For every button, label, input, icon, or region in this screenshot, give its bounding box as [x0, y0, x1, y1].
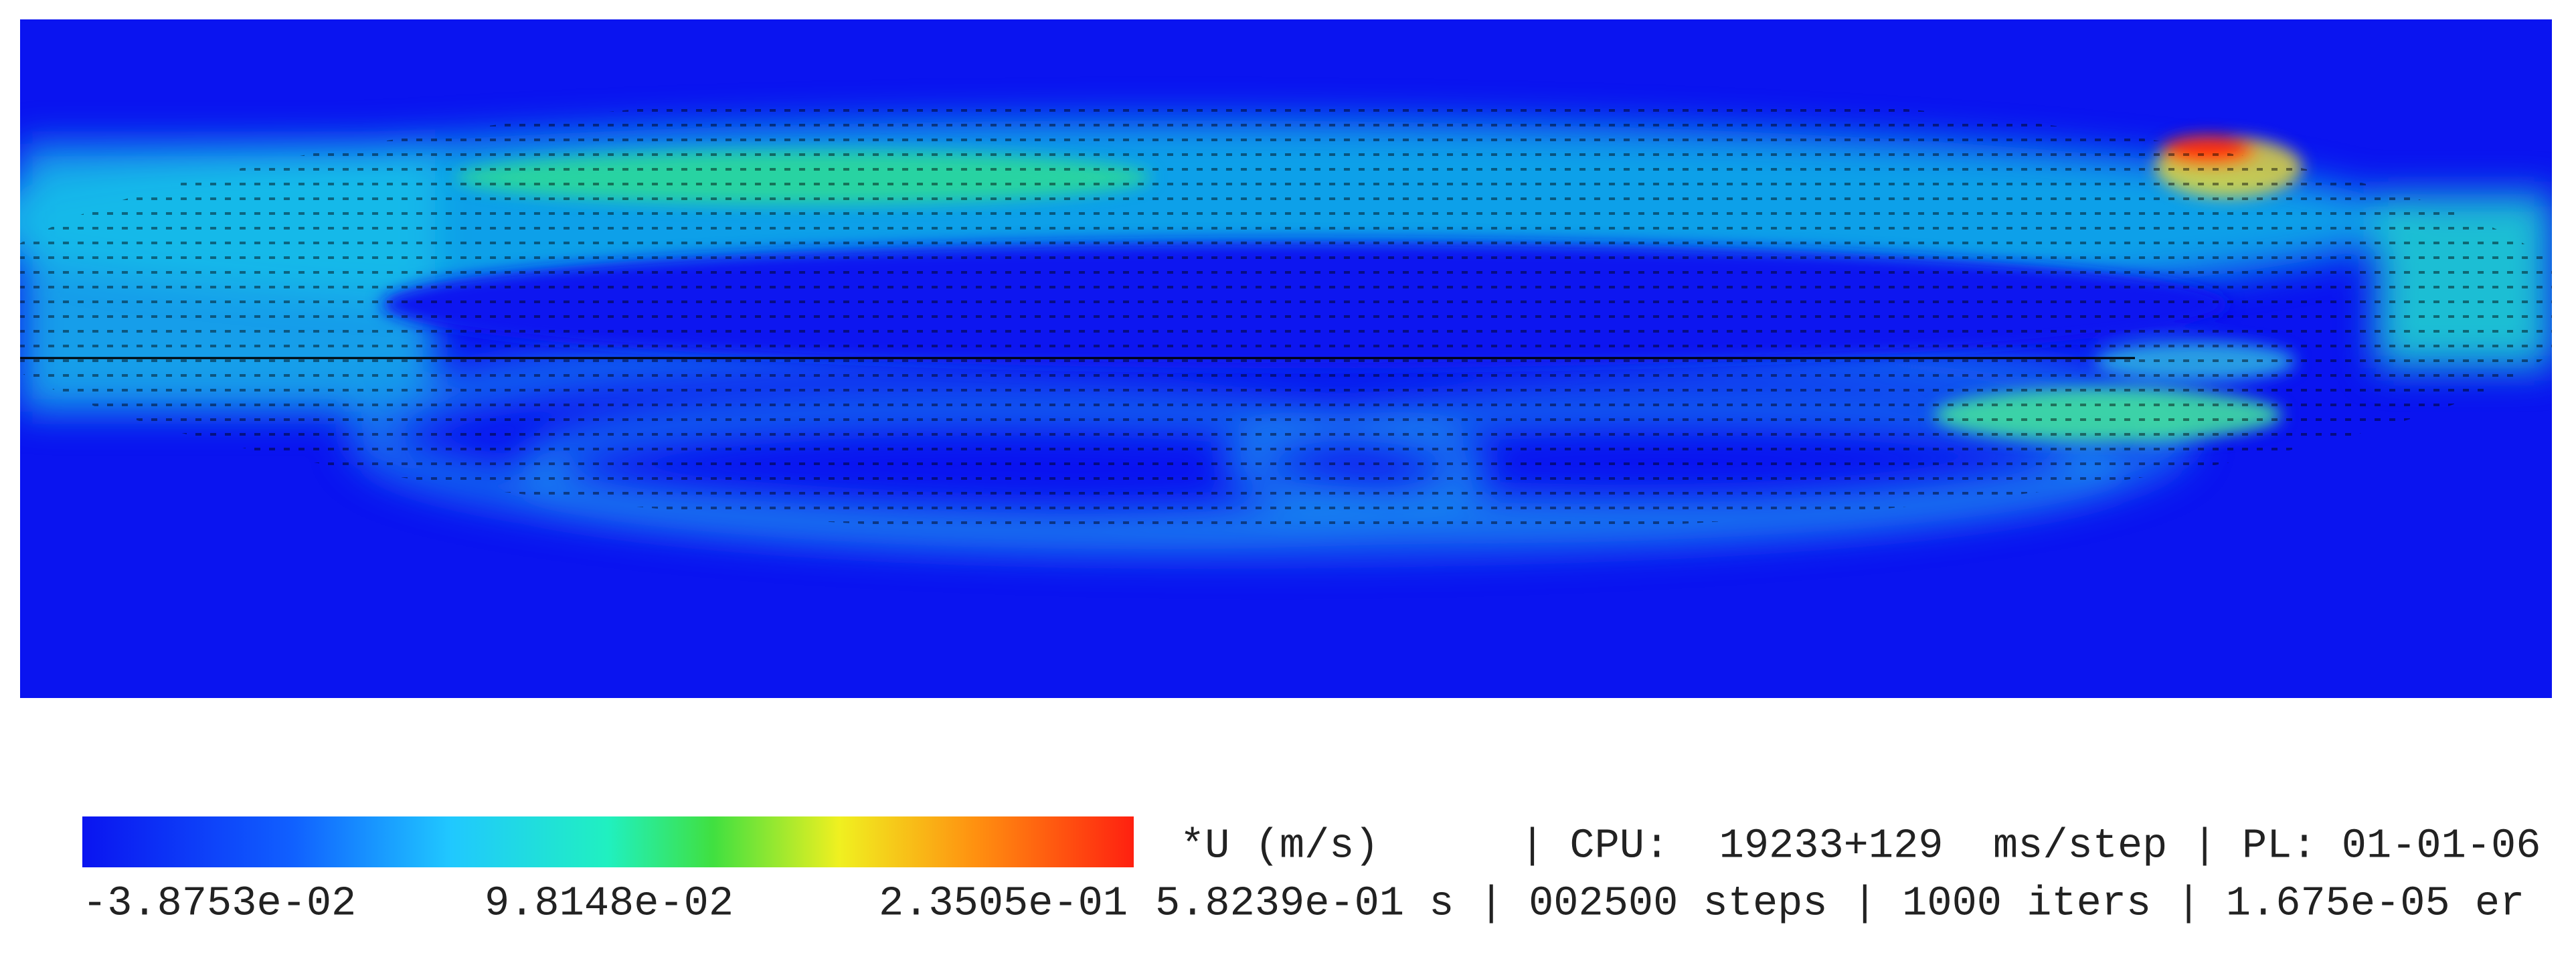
colorbar [82, 816, 1134, 867]
status-line: | CPU: 19233+129 ms/step | PL: 01-01-06 [1520, 822, 2541, 869]
colorbar-tick: 2.3505e-01 [879, 879, 1128, 927]
field-label: *U (m/s) [1180, 822, 1379, 869]
status-line: 5.8239e-01 s | 002500 steps | 1000 iters… [1155, 879, 2524, 927]
flow-field [20, 19, 2552, 698]
colorbar-tick: 9.8148e-02 [485, 879, 734, 927]
colorbar-tick: -3.8753e-02 [82, 879, 356, 927]
